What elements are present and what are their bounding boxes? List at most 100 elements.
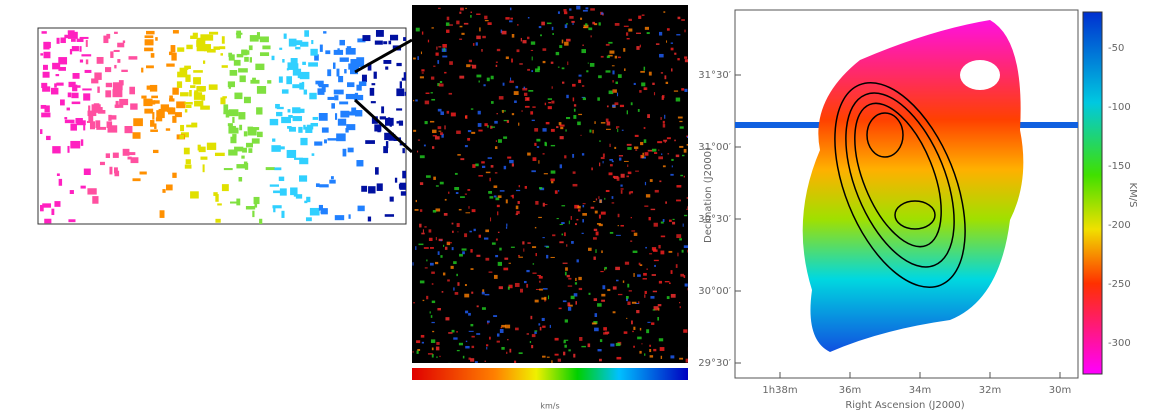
speck	[169, 98, 175, 102]
speck	[106, 121, 113, 129]
speck	[672, 221, 676, 225]
speck	[490, 126, 496, 128]
speck	[550, 256, 555, 258]
speck	[676, 199, 681, 202]
speck	[416, 340, 421, 344]
speck	[686, 144, 688, 146]
speck	[646, 329, 650, 334]
speck	[530, 315, 533, 320]
speck	[671, 68, 673, 72]
speck	[603, 332, 609, 335]
speck	[304, 200, 308, 204]
speck	[511, 163, 515, 167]
speck	[448, 332, 453, 334]
speck	[527, 242, 531, 244]
speck	[657, 316, 660, 321]
speck	[555, 51, 560, 56]
speck	[76, 38, 84, 42]
speck	[374, 124, 382, 132]
speck	[630, 240, 633, 242]
speck	[446, 29, 450, 33]
speck	[522, 87, 528, 91]
speck	[232, 134, 237, 138]
speck	[281, 116, 291, 124]
speck	[248, 148, 253, 153]
speck	[358, 81, 367, 87]
speck	[637, 108, 640, 112]
speck	[189, 89, 192, 97]
speck	[423, 247, 429, 249]
speck	[679, 238, 682, 241]
speck	[664, 75, 667, 80]
speck	[245, 206, 256, 210]
speck	[626, 110, 628, 115]
speck	[676, 185, 682, 188]
speck	[202, 60, 206, 64]
speck	[635, 149, 638, 151]
speck	[531, 345, 534, 349]
speck	[220, 97, 226, 105]
speck	[505, 56, 509, 60]
speck	[573, 104, 577, 107]
speck	[485, 171, 491, 174]
speck	[172, 30, 179, 34]
speck	[627, 147, 632, 150]
speck	[457, 154, 461, 156]
velocity-field	[802, 20, 1024, 352]
speck	[634, 146, 639, 149]
speck	[554, 353, 559, 356]
speck	[464, 284, 467, 287]
speck	[670, 293, 676, 298]
speck	[400, 191, 406, 196]
speck	[456, 349, 460, 352]
speck	[573, 293, 578, 297]
speck	[566, 38, 571, 42]
speck	[582, 203, 586, 205]
speck	[288, 126, 296, 132]
speck	[457, 282, 460, 286]
speck	[357, 38, 366, 43]
speck	[455, 192, 459, 195]
speck	[361, 74, 367, 83]
speck	[679, 145, 684, 148]
speck	[321, 127, 329, 133]
speck	[594, 327, 599, 332]
speck	[649, 253, 653, 255]
speck	[199, 88, 205, 92]
speck	[156, 110, 165, 119]
speck	[64, 119, 75, 124]
speck	[272, 205, 282, 209]
speck	[314, 141, 323, 146]
speck	[540, 34, 542, 37]
speck	[632, 330, 634, 333]
speck	[650, 208, 656, 211]
speck	[518, 254, 520, 257]
speck	[304, 30, 310, 37]
speck	[437, 108, 442, 112]
speck	[651, 274, 656, 276]
speck	[449, 61, 453, 65]
speck	[612, 104, 616, 108]
speck	[435, 52, 439, 56]
speck	[577, 205, 581, 209]
speck	[51, 208, 55, 216]
speck	[556, 217, 559, 220]
speck	[432, 210, 437, 213]
speck	[599, 199, 602, 203]
speck	[267, 80, 272, 84]
speck	[152, 112, 155, 120]
speck	[633, 82, 636, 85]
speck	[572, 153, 575, 158]
speck	[303, 124, 306, 130]
speck	[567, 306, 572, 311]
speck	[345, 128, 349, 133]
speck	[58, 66, 66, 71]
speck	[617, 293, 623, 296]
speck	[471, 209, 476, 213]
speck	[651, 322, 655, 325]
speck	[227, 123, 233, 127]
speck	[215, 218, 221, 223]
speck	[58, 57, 68, 65]
speck	[80, 185, 86, 189]
speck	[510, 17, 514, 20]
